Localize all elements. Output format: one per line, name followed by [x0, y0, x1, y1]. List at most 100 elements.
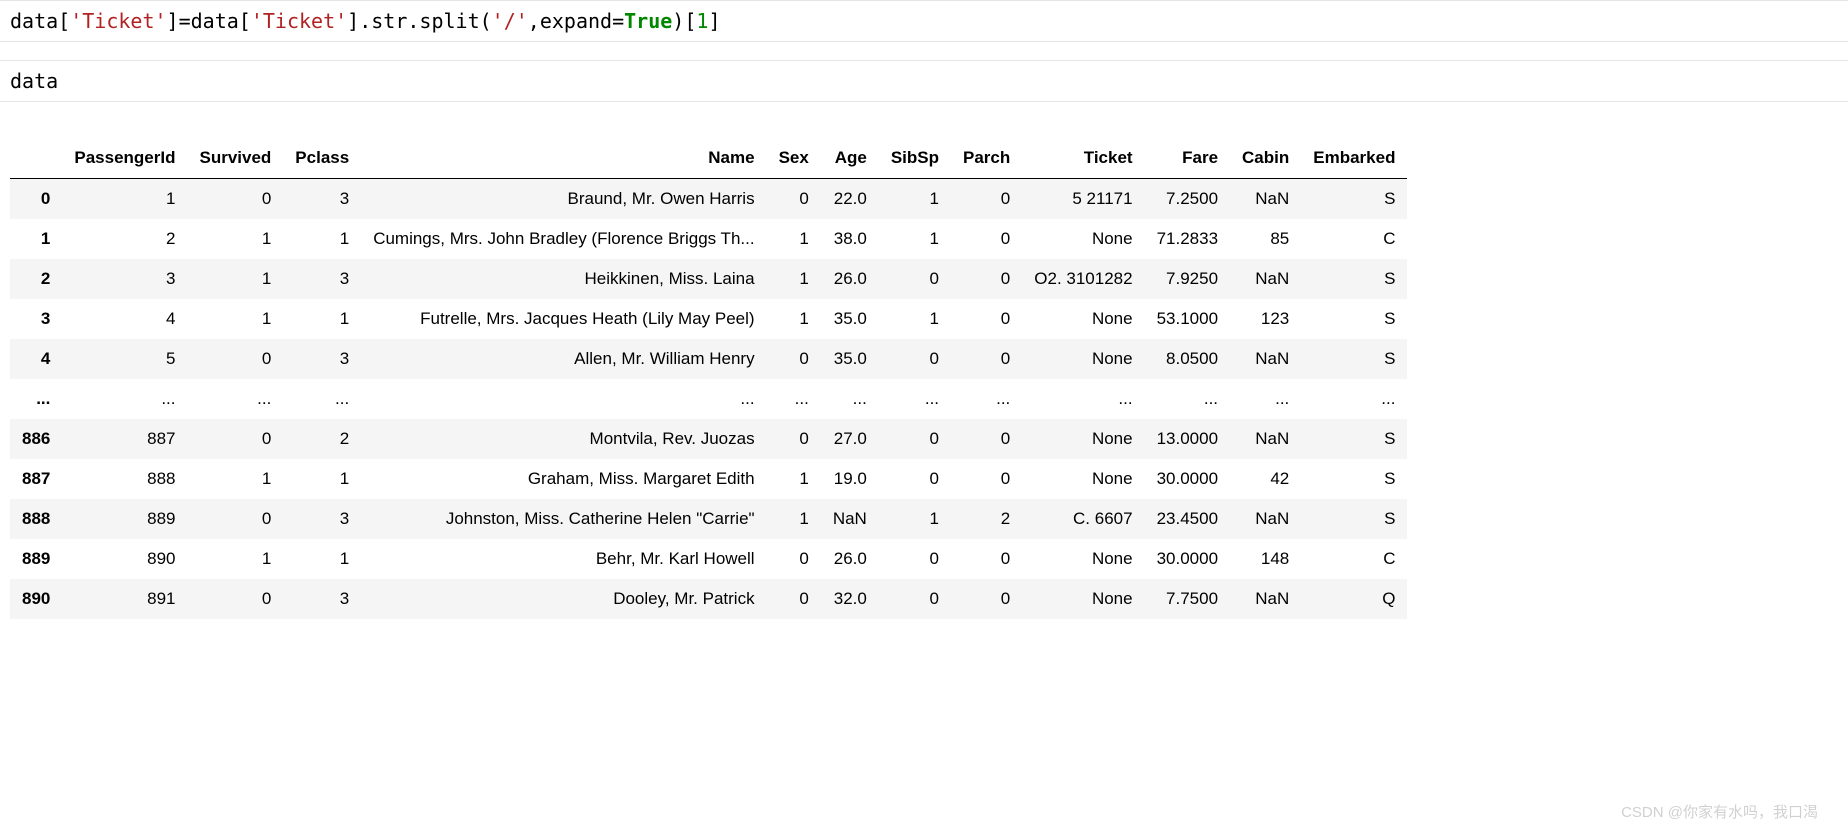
table-cell: ...	[1230, 379, 1301, 419]
table-cell: None	[1022, 339, 1144, 379]
table-cell: Dooley, Mr. Patrick	[361, 579, 766, 619]
table-cell: ...	[283, 379, 361, 419]
table-cell: 2	[283, 419, 361, 459]
table-cell: 7.7500	[1145, 579, 1230, 619]
table-cell: ...	[879, 379, 951, 419]
table-cell: 1	[767, 299, 821, 339]
table-cell: 2	[951, 499, 1022, 539]
table-cell: S	[1301, 419, 1407, 459]
table-cell: 7.2500	[1145, 179, 1230, 220]
table-cell: 22.0	[821, 179, 879, 220]
column-header: Pclass	[283, 138, 361, 179]
table-cell: C	[1301, 219, 1407, 259]
table-cell: Q	[1301, 579, 1407, 619]
table-cell: ...	[1022, 379, 1144, 419]
table-cell: 30.0000	[1145, 459, 1230, 499]
table-cell: 1	[767, 499, 821, 539]
table-row: 2313Heikkinen, Miss. Laina126.000O2. 310…	[10, 259, 1407, 299]
table-cell: 0	[767, 419, 821, 459]
table-cell: 1	[187, 539, 283, 579]
output-area: PassengerIdSurvivedPclassNameSexAgeSibSp…	[0, 102, 1848, 625]
table-cell: 0	[767, 179, 821, 220]
code-token: data	[10, 69, 58, 93]
table-cell: S	[1301, 259, 1407, 299]
code-token: '/'	[492, 9, 528, 33]
table-cell: Futrelle, Mrs. Jacques Heath (Lily May P…	[361, 299, 766, 339]
table-cell: 30.0000	[1145, 539, 1230, 579]
column-header: Ticket	[1022, 138, 1144, 179]
code-token: True	[624, 9, 672, 33]
table-cell: NaN	[1230, 579, 1301, 619]
column-header: Parch	[951, 138, 1022, 179]
table-cell: O2. 3101282	[1022, 259, 1144, 299]
code-token: )[	[672, 9, 696, 33]
table-cell: 0	[767, 339, 821, 379]
table-cell: 0	[951, 579, 1022, 619]
table-cell: 0	[951, 459, 1022, 499]
column-header: Embarked	[1301, 138, 1407, 179]
table-cell: 19.0	[821, 459, 879, 499]
table-cell: NaN	[1230, 179, 1301, 220]
table-cell: S	[1301, 179, 1407, 220]
table-cell: 889	[62, 499, 187, 539]
table-cell: ...	[1145, 379, 1230, 419]
table-cell: 3	[283, 499, 361, 539]
code-cell-2[interactable]: data	[0, 60, 1848, 102]
table-cell: 7.9250	[1145, 259, 1230, 299]
table-cell: 0	[951, 179, 1022, 220]
table-cell: None	[1022, 299, 1144, 339]
table-cell: 1	[62, 179, 187, 220]
table-row: 89089103Dooley, Mr. Patrick032.000None7.…	[10, 579, 1407, 619]
table-row: 0103Braund, Mr. Owen Harris022.0105 2117…	[10, 179, 1407, 220]
row-index: ...	[10, 379, 62, 419]
table-cell: 123	[1230, 299, 1301, 339]
row-index: 890	[10, 579, 62, 619]
table-cell: 1	[767, 459, 821, 499]
table-cell: 1	[187, 459, 283, 499]
table-cell: 1	[879, 299, 951, 339]
table-cell: 23.4500	[1145, 499, 1230, 539]
table-row: 88688702Montvila, Rev. Juozas027.000None…	[10, 419, 1407, 459]
code-token: ].str.split(	[347, 9, 492, 33]
table-row: .......................................	[10, 379, 1407, 419]
table-cell: S	[1301, 459, 1407, 499]
code-token: 1	[696, 9, 708, 33]
table-cell: 1	[879, 219, 951, 259]
dataframe-table: PassengerIdSurvivedPclassNameSexAgeSibSp…	[10, 138, 1407, 619]
table-cell: ...	[767, 379, 821, 419]
table-cell: 0	[951, 339, 1022, 379]
table-cell: 0	[187, 339, 283, 379]
table-cell: 148	[1230, 539, 1301, 579]
table-cell: Allen, Mr. William Henry	[361, 339, 766, 379]
table-cell: Cumings, Mrs. John Bradley (Florence Bri…	[361, 219, 766, 259]
code-cell-1[interactable]: data['Ticket']=data['Ticket'].str.split(…	[0, 0, 1848, 42]
table-row: 1211Cumings, Mrs. John Bradley (Florence…	[10, 219, 1407, 259]
table-cell: 3	[283, 339, 361, 379]
table-cell: C	[1301, 539, 1407, 579]
table-cell: ...	[187, 379, 283, 419]
column-header: Cabin	[1230, 138, 1301, 179]
table-cell: NaN	[1230, 339, 1301, 379]
table-cell: 1	[767, 259, 821, 299]
table-cell: Johnston, Miss. Catherine Helen "Carrie"	[361, 499, 766, 539]
table-cell: 0	[187, 499, 283, 539]
table-cell: 0	[187, 179, 283, 220]
table-cell: 35.0	[821, 299, 879, 339]
table-cell: 1	[283, 299, 361, 339]
table-cell: 38.0	[821, 219, 879, 259]
row-index: 888	[10, 499, 62, 539]
table-cell: 891	[62, 579, 187, 619]
table-cell: None	[1022, 579, 1144, 619]
column-header: Age	[821, 138, 879, 179]
table-cell: ...	[62, 379, 187, 419]
table-cell: 3	[283, 179, 361, 220]
table-cell: 32.0	[821, 579, 879, 619]
table-cell: 0	[951, 299, 1022, 339]
row-index: 3	[10, 299, 62, 339]
table-cell: ...	[821, 379, 879, 419]
table-cell: ...	[951, 379, 1022, 419]
table-cell: 0	[951, 219, 1022, 259]
table-cell: 1	[283, 459, 361, 499]
table-row: 4503Allen, Mr. William Henry035.000None8…	[10, 339, 1407, 379]
table-cell: 8.0500	[1145, 339, 1230, 379]
